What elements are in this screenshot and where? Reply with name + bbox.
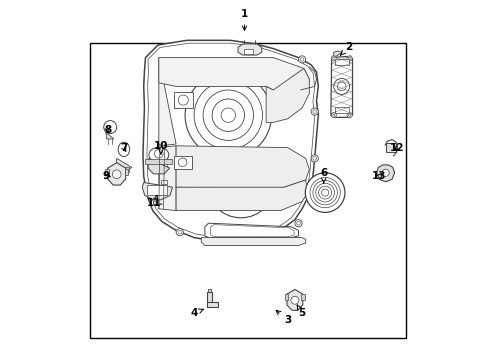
PathPatch shape (106, 132, 114, 139)
Circle shape (154, 149, 163, 158)
Text: 5: 5 (297, 305, 305, 318)
PathPatch shape (176, 180, 307, 211)
Circle shape (178, 158, 186, 167)
Circle shape (215, 158, 266, 210)
Text: 10: 10 (153, 141, 168, 154)
PathPatch shape (330, 57, 352, 117)
Circle shape (221, 108, 235, 122)
PathPatch shape (107, 163, 125, 185)
Circle shape (346, 56, 351, 61)
Text: 6: 6 (320, 168, 326, 183)
Circle shape (321, 189, 328, 196)
Circle shape (212, 99, 244, 131)
Circle shape (112, 170, 121, 179)
Bar (105, 169, 108, 175)
Circle shape (381, 169, 388, 176)
Circle shape (312, 110, 316, 113)
Bar (124, 169, 128, 175)
Circle shape (290, 296, 298, 304)
PathPatch shape (159, 58, 309, 94)
Text: 2: 2 (340, 42, 352, 55)
Circle shape (178, 95, 188, 105)
Circle shape (298, 56, 305, 63)
PathPatch shape (238, 44, 261, 55)
Bar (301, 294, 305, 300)
Bar (207, 289, 211, 292)
Circle shape (312, 157, 316, 160)
Circle shape (346, 113, 351, 118)
Circle shape (206, 149, 275, 218)
PathPatch shape (204, 223, 298, 238)
Bar (284, 294, 288, 300)
Circle shape (178, 230, 181, 234)
Bar (118, 167, 129, 172)
Text: 13: 13 (371, 171, 386, 181)
PathPatch shape (142, 183, 172, 200)
Text: 1: 1 (241, 9, 247, 30)
Bar (244, 49, 253, 54)
Circle shape (333, 78, 349, 94)
Circle shape (348, 57, 350, 59)
Circle shape (294, 220, 302, 227)
Ellipse shape (149, 147, 168, 162)
PathPatch shape (333, 51, 342, 58)
Circle shape (103, 121, 117, 134)
Circle shape (330, 56, 336, 61)
Circle shape (310, 108, 318, 115)
Bar (334, 107, 348, 113)
Circle shape (185, 72, 271, 158)
Bar (206, 302, 218, 307)
PathPatch shape (116, 158, 132, 171)
PathPatch shape (159, 146, 176, 211)
Bar (173, 92, 193, 108)
Circle shape (337, 82, 346, 91)
Bar (89, 43, 406, 338)
Circle shape (194, 81, 262, 149)
Circle shape (203, 90, 253, 140)
PathPatch shape (286, 289, 302, 310)
Circle shape (332, 57, 334, 59)
Circle shape (223, 166, 258, 201)
Bar (147, 185, 167, 195)
Circle shape (176, 229, 183, 236)
Bar (161, 163, 167, 167)
PathPatch shape (142, 40, 318, 241)
Text: 9: 9 (102, 171, 110, 181)
PathPatch shape (201, 238, 305, 246)
Text: 3: 3 (276, 310, 291, 325)
Text: 11: 11 (147, 195, 162, 208)
Circle shape (332, 114, 334, 116)
Bar (173, 156, 191, 169)
Circle shape (232, 175, 249, 192)
Bar (334, 59, 348, 65)
Circle shape (310, 155, 318, 162)
Circle shape (300, 58, 303, 61)
Circle shape (305, 173, 344, 212)
Text: 8: 8 (104, 125, 111, 135)
Bar (161, 180, 167, 184)
Text: 4: 4 (190, 308, 203, 318)
Circle shape (330, 113, 336, 118)
PathPatch shape (153, 200, 162, 204)
Bar (385, 143, 395, 152)
Text: 7: 7 (120, 143, 127, 153)
Circle shape (296, 221, 300, 225)
PathPatch shape (176, 146, 309, 189)
Text: 12: 12 (389, 143, 404, 153)
PathPatch shape (265, 68, 309, 122)
Bar (145, 159, 172, 164)
Circle shape (348, 114, 350, 116)
PathPatch shape (376, 165, 394, 182)
Ellipse shape (118, 142, 129, 157)
PathPatch shape (159, 58, 176, 146)
Bar (206, 292, 212, 307)
PathPatch shape (148, 158, 169, 174)
